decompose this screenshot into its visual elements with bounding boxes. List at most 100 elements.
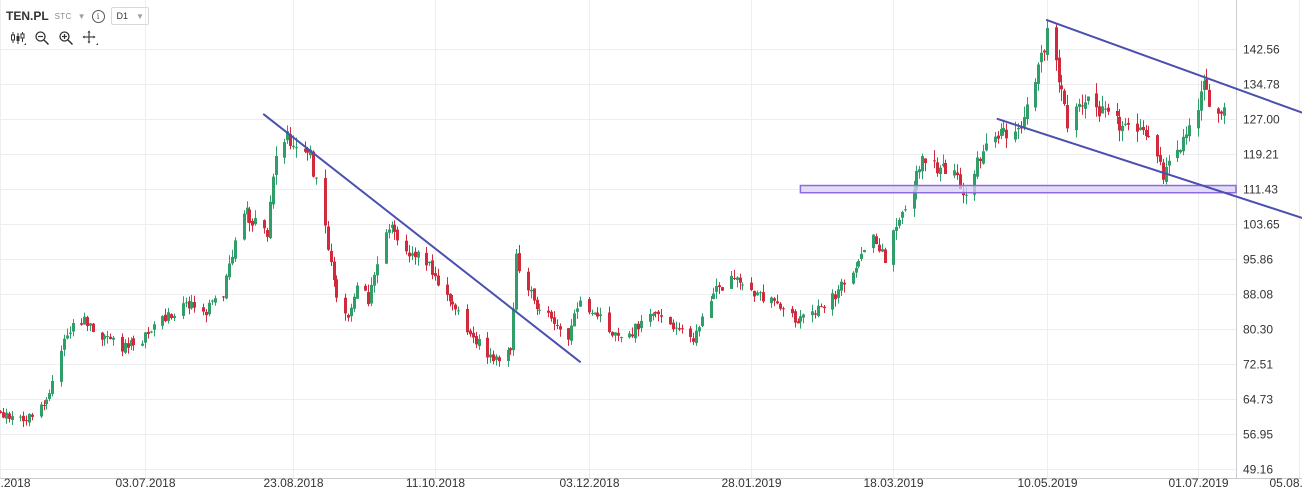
candlestick-series <box>0 20 1226 427</box>
candle <box>599 307 602 323</box>
zoom-in-icon[interactable] <box>58 30 74 46</box>
candle-body <box>779 303 782 309</box>
candle-body <box>1055 27 1058 61</box>
date-tick-label: 28.01.2019 <box>721 476 781 490</box>
zoom-out-icon[interactable] <box>34 30 50 46</box>
candle <box>701 313 704 328</box>
candle <box>478 334 481 350</box>
candle-body <box>802 314 805 318</box>
candle <box>1098 100 1101 122</box>
candle-body <box>620 337 623 339</box>
candle-body <box>701 316 704 327</box>
candle-body <box>408 252 411 257</box>
candle <box>895 218 898 240</box>
candle-body <box>25 420 28 422</box>
candle-body <box>985 143 988 151</box>
candle <box>652 312 655 321</box>
candle-body <box>1176 149 1179 159</box>
candle-body <box>913 189 916 209</box>
candle-body <box>884 249 887 263</box>
candle <box>933 150 936 169</box>
candle-body <box>69 332 72 334</box>
candle-body <box>1124 123 1127 125</box>
candle-body <box>72 323 75 332</box>
candles-icon[interactable] <box>10 30 26 46</box>
candle <box>272 173 275 209</box>
candle-body <box>153 324 156 330</box>
candle-body <box>855 267 858 273</box>
candle <box>414 247 417 265</box>
candle <box>872 234 875 253</box>
candle-body <box>109 336 112 340</box>
candle-body <box>19 416 22 418</box>
candle-body <box>936 162 939 174</box>
candle-body <box>1168 160 1171 166</box>
candle <box>405 234 408 255</box>
candle-body <box>1095 93 1098 108</box>
candle-body <box>637 323 640 330</box>
candle-body <box>710 301 713 318</box>
candle-body <box>188 301 191 309</box>
candle <box>617 327 620 342</box>
time-axis[interactable]: 14.05.2018 03.07.2018 23.08.2018 11.10.2018… <box>0 476 1302 490</box>
candle <box>530 286 533 299</box>
candle <box>689 326 692 343</box>
date-tick-label: 23.08.2018 <box>263 476 323 490</box>
candle <box>773 297 776 307</box>
crosshair-icon[interactable] <box>82 30 98 46</box>
candle <box>263 219 266 234</box>
candle-body <box>417 251 420 258</box>
candle-body <box>1081 105 1084 107</box>
candle <box>799 310 802 329</box>
price-axis[interactable]: 142.56 134.78 127.00 119.21 111.43 103.65 95.8… <box>1243 43 1280 477</box>
candle-body <box>185 302 188 304</box>
source-chevron-down-icon[interactable]: ▼ <box>77 11 86 21</box>
candle-body <box>211 300 214 302</box>
candle <box>11 411 14 425</box>
candle <box>214 295 217 306</box>
candle-body <box>269 201 272 239</box>
candle-body <box>335 279 338 298</box>
candle <box>1046 20 1049 61</box>
candle-body <box>1116 110 1119 116</box>
candle-body <box>454 304 457 310</box>
candle-body <box>208 302 211 315</box>
candle <box>1220 110 1223 120</box>
candle-body <box>1217 108 1220 114</box>
candle <box>1168 155 1171 174</box>
candle <box>997 131 1000 144</box>
candle <box>1078 98 1081 112</box>
price-tick-label: 95.86 <box>1243 253 1273 267</box>
candle-body <box>675 327 678 329</box>
candle <box>820 303 823 308</box>
timeframe-select[interactable]: D1 ▼ <box>110 7 149 25</box>
info-icon[interactable]: i <box>91 9 105 23</box>
candle <box>141 340 144 347</box>
candle-body <box>106 336 109 338</box>
candle <box>982 144 985 165</box>
candle <box>944 159 947 175</box>
candle <box>843 279 846 293</box>
candle-body <box>681 328 684 330</box>
candle-body <box>567 328 570 340</box>
candle <box>692 332 695 345</box>
candle-body <box>875 236 878 245</box>
candle <box>124 339 127 355</box>
candle <box>266 227 269 242</box>
candle <box>86 315 89 332</box>
candle <box>614 332 617 342</box>
candle <box>498 355 501 367</box>
candle <box>393 220 396 240</box>
candle <box>878 238 881 253</box>
price-tick-label: 72.51 <box>1243 358 1273 372</box>
candle <box>327 221 330 251</box>
candle <box>675 321 678 335</box>
candle-body <box>512 308 515 351</box>
date-tick-label: 03.07.2018 <box>115 476 175 490</box>
candle <box>1104 101 1107 118</box>
candle <box>228 255 231 281</box>
candle-body <box>1023 117 1026 127</box>
candle <box>48 389 51 402</box>
candle <box>898 217 901 229</box>
